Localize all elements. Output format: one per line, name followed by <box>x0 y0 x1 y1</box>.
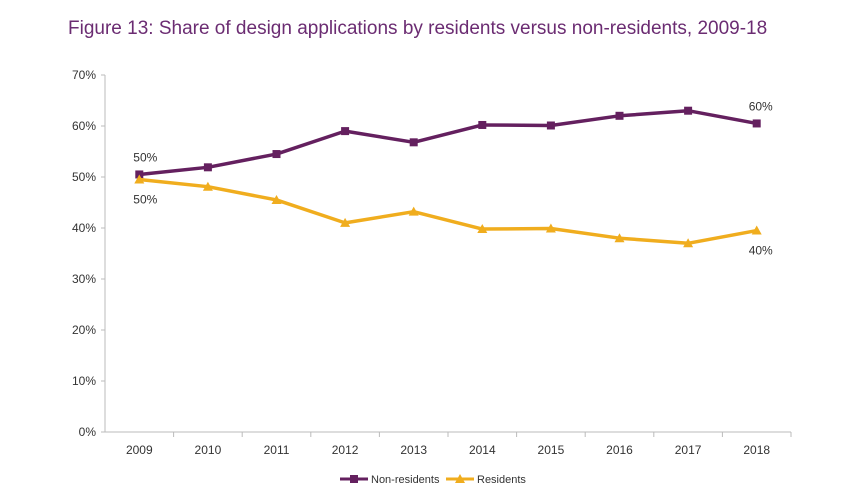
non-residents-point <box>409 138 418 147</box>
non-residents-point <box>341 127 350 136</box>
non-residents-point <box>135 170 144 179</box>
x-tick-label: 2012 <box>332 443 359 457</box>
residents-point <box>408 206 419 216</box>
non-residents-point <box>546 121 555 130</box>
non-residents-data-label: 60% <box>749 99 773 113</box>
residents-data-label: 50% <box>133 193 157 207</box>
x-tick-label: 2018 <box>743 443 770 457</box>
x-tick-label: 2016 <box>606 443 633 457</box>
non-residents-point <box>752 119 761 128</box>
x-tick-label: 2014 <box>469 443 496 457</box>
non-residents-point <box>272 150 281 159</box>
non-residents-point <box>203 163 212 172</box>
non-residents-point <box>478 120 487 129</box>
residents-point <box>202 181 213 191</box>
residents-point <box>545 223 556 233</box>
residents-point <box>751 225 762 235</box>
legend-label-residents: Residents <box>477 474 526 486</box>
x-tick-label: 2015 <box>538 443 565 457</box>
y-tick-label: 60% <box>72 119 96 133</box>
y-tick-label: 70% <box>72 68 96 82</box>
legend-label-non-residents: Non-residents <box>371 474 440 486</box>
residents-data-label: 40% <box>749 244 773 258</box>
y-tick-label: 50% <box>72 170 96 184</box>
y-tick-label: 40% <box>72 221 96 235</box>
y-tick-label: 30% <box>72 272 96 286</box>
legend-marker-residents <box>455 474 465 483</box>
chart-title: Figure 13: Share of design applications … <box>68 18 768 39</box>
non-residents-data-label: 50% <box>133 150 157 164</box>
non-residents-line <box>139 108 758 177</box>
legend-marker-non-residents <box>350 475 358 483</box>
residents-point <box>683 238 694 248</box>
non-residents-point <box>615 111 624 120</box>
non-residents-point <box>684 106 693 115</box>
x-tick-label: 2010 <box>195 443 222 457</box>
residents-point <box>271 194 282 204</box>
residents-point <box>614 233 625 243</box>
y-tick-label: 0% <box>79 425 97 439</box>
residents-point <box>134 174 145 184</box>
x-tick-label: 2017 <box>675 443 702 457</box>
x-tick-label: 2013 <box>400 443 427 457</box>
residents-line <box>139 177 758 246</box>
x-tick-label: 2009 <box>126 443 153 457</box>
residents-point <box>340 217 351 227</box>
y-tick-label: 10% <box>72 374 96 388</box>
residents-point <box>477 224 488 234</box>
y-tick-label: 20% <box>72 323 96 337</box>
x-tick-label: 2011 <box>264 443 290 457</box>
